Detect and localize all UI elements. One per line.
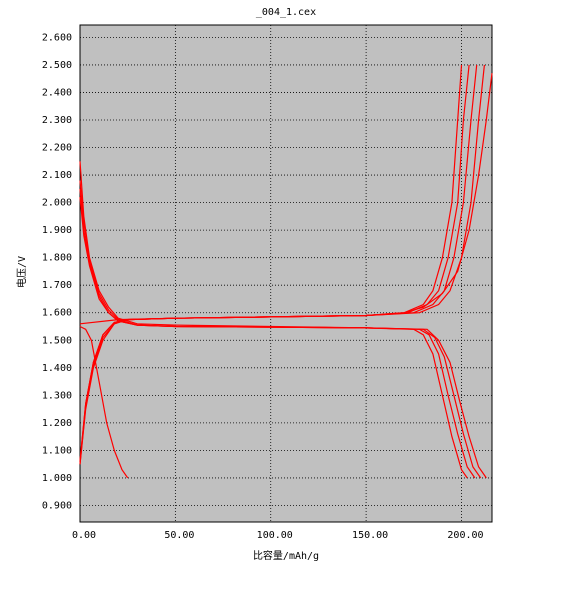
x-tick-label: 0.00: [72, 530, 96, 541]
y-tick-label: 2.100: [42, 170, 72, 181]
y-tick-label: 1.300: [42, 390, 72, 401]
y-tick-label: 1.900: [42, 225, 72, 236]
cycle-curve: [79, 161, 468, 479]
x-tick-label: 200.00: [447, 530, 483, 541]
y-tick-label: 2.400: [42, 87, 72, 98]
y-tick-label: 1.500: [42, 335, 72, 346]
plot-area: [79, 24, 493, 523]
y-tick-label: 1.600: [42, 308, 72, 319]
chart-title: _004_1.cex: [256, 7, 316, 18]
y-tick-label: 1.100: [42, 445, 72, 456]
y-tick-label: 2.600: [42, 32, 72, 43]
x-tick-label: 50.00: [164, 530, 194, 541]
cycle-curve: [79, 197, 487, 479]
cycle-curve: [79, 325, 129, 479]
y-tick-label: 0.900: [42, 500, 72, 511]
y-tick-label: 2.500: [42, 60, 72, 71]
y-tick-label: 1.800: [42, 253, 72, 264]
y-tick-label: 2.000: [42, 198, 72, 209]
y-tick-label: 1.200: [42, 418, 72, 429]
y-tick-label: 1.000: [42, 473, 72, 484]
y-tick-label: 1.700: [42, 280, 72, 291]
x-tick-label: 150.00: [352, 530, 388, 541]
cycle-curve: [79, 73, 493, 325]
x-tick-label: 100.00: [257, 530, 293, 541]
y-axis-label: 电压/V: [15, 256, 28, 288]
y-tick-label: 2.200: [42, 143, 72, 154]
x-axis-label: 比容量/mAh/g: [253, 549, 319, 562]
y-tick-label: 2.300: [42, 115, 72, 126]
y-tick-label: 1.400: [42, 363, 72, 374]
